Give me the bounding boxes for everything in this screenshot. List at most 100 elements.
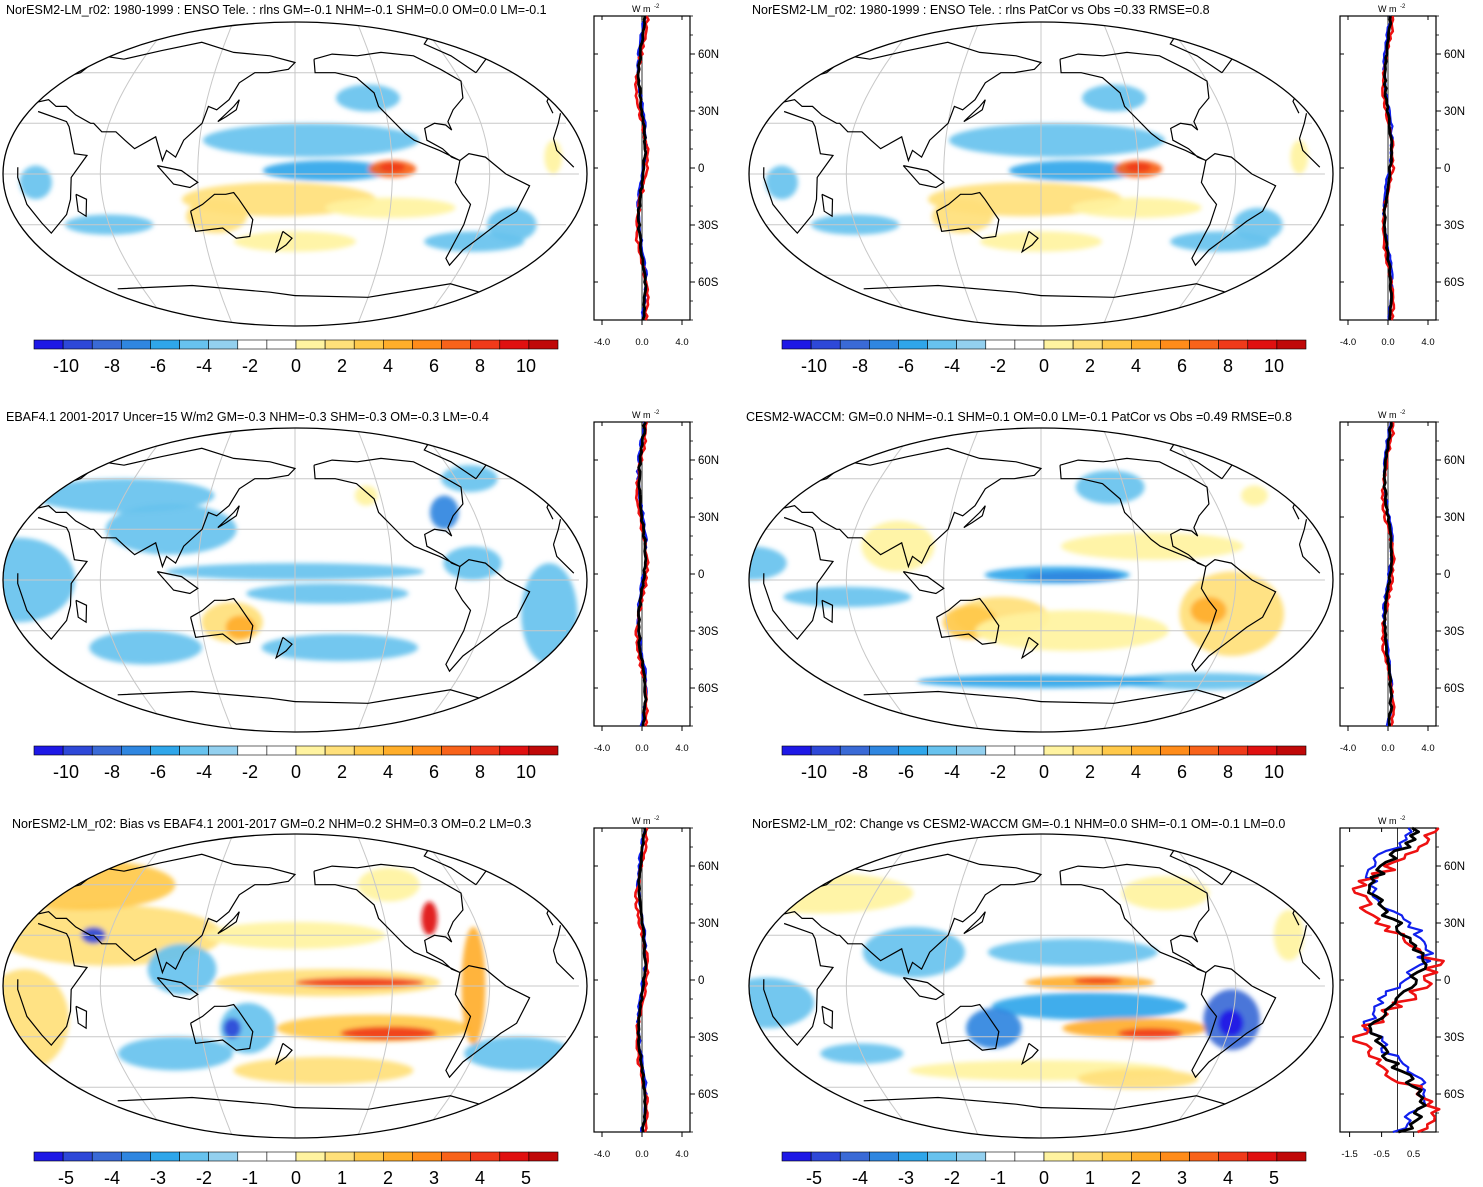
colorbar-tick-label: 4 — [475, 1168, 485, 1187]
colorbar-swatch — [266, 745, 297, 756]
profile-units: W m — [632, 816, 651, 826]
profile-units: W m — [1378, 816, 1397, 826]
longitude-line — [197, 834, 234, 1138]
colorbar-swatch — [528, 1151, 559, 1162]
colorbar-swatch — [1072, 1151, 1103, 1162]
colorbar-tick-label: 0 — [291, 356, 301, 376]
colorbar-swatch — [1189, 1151, 1219, 1162]
colorbar-swatch — [1131, 1151, 1161, 1162]
lat-tick-label: 0 — [1444, 163, 1450, 175]
x-tick-label: 0.5 — [1407, 1149, 1420, 1160]
world-map — [748, 427, 1334, 733]
longitude-line — [845, 834, 918, 1138]
colorbar-tick-label: 10 — [516, 356, 536, 376]
lat-tick-label: 60N — [1444, 49, 1465, 61]
coastline-namerica — [1059, 457, 1210, 568]
colorbar-swatch — [179, 339, 209, 350]
profile-mean-line — [636, 15, 648, 321]
coastline-eurasia — [32, 853, 297, 975]
coastline-australia — [936, 191, 1000, 239]
longitude-line — [356, 22, 393, 326]
lat-tick-label: 30N — [698, 106, 719, 118]
coastline-samerica — [1191, 153, 1277, 267]
coastline-eurasia — [778, 41, 1043, 163]
lat-tick-label: 0 — [1444, 569, 1450, 581]
anomaly-region — [336, 84, 400, 112]
coastline-namerica — [313, 51, 464, 162]
x-tick-label: -4.0 — [594, 1149, 610, 1160]
anomaly-region — [1060, 532, 1244, 560]
anomaly-region — [261, 634, 419, 662]
colorbar-tick-label: -2 — [990, 356, 1006, 376]
colorbar-swatch — [33, 745, 64, 756]
coastline-japan — [963, 911, 986, 935]
colorbar-swatch — [62, 1151, 93, 1162]
colorbar-swatch — [324, 745, 355, 756]
coastline-japan — [963, 99, 986, 123]
longitude-line — [1164, 428, 1237, 732]
colorbar-swatch — [470, 1151, 501, 1162]
colorbar-swatch — [956, 745, 987, 756]
coastline-eurasia — [32, 447, 297, 569]
colorbar-swatch — [295, 1151, 326, 1162]
map-border — [2, 833, 588, 1139]
colorbar-swatch — [985, 1151, 1016, 1162]
coastline-australia — [936, 597, 1000, 645]
coastline-indonesia — [902, 977, 945, 1001]
colorbar-tick-label: 5 — [521, 1168, 531, 1187]
x-tick-label: 0.0 — [635, 337, 648, 348]
colorbar-tick-label: 4 — [383, 762, 393, 782]
lat-tick-label: 30N — [1444, 918, 1465, 930]
anomaly-region — [1082, 84, 1146, 112]
anomaly-region — [429, 495, 459, 530]
colorbar-swatch — [208, 339, 239, 350]
longitude-line — [1102, 834, 1139, 1138]
colorbar: -5 -4 -3 -2 -1 0 1 2 3 4 5 — [781, 1151, 1307, 1187]
longitude-line — [943, 834, 980, 1138]
anomaly-region — [464, 1036, 574, 1071]
x-tick-label: -1.5 — [1341, 1149, 1357, 1160]
panel-title: NorESM2-LM_r02: Bias vs EBAF4.1 2001-201… — [12, 817, 532, 831]
anomaly-region — [1121, 876, 1210, 910]
colorbar-tick-label: 1 — [1085, 1168, 1095, 1187]
colorbar-swatch — [810, 745, 841, 756]
profile-units-exponent: -2 — [654, 410, 660, 416]
coastline-eurasia — [32, 41, 297, 163]
colorbar-swatch — [985, 339, 1016, 350]
colorbar-tick-label: 2 — [1085, 762, 1095, 782]
profile-frame — [1339, 827, 1437, 1133]
coastline-newzealand — [1020, 1042, 1039, 1066]
anomaly-region — [749, 977, 815, 1029]
colorbar-swatch — [412, 339, 442, 350]
map-border — [748, 427, 1334, 733]
colorbar-swatch — [208, 745, 239, 756]
x-tick-label: 0.0 — [1381, 743, 1394, 754]
colorbar-swatch — [1218, 745, 1249, 756]
longitude-line — [1164, 22, 1237, 326]
anomaly-region — [220, 1002, 276, 1054]
colorbar-swatch — [898, 339, 928, 350]
colorbar-tick-label: 4 — [1131, 356, 1141, 376]
lat-tick-label: 30S — [698, 1032, 719, 1044]
colorbar-swatch — [1276, 339, 1307, 350]
colorbar-swatch — [383, 1151, 413, 1162]
coastline-japan — [217, 911, 240, 935]
colorbar-tick-label: -2 — [944, 1168, 960, 1187]
colorbar-swatch — [499, 1151, 530, 1162]
colorbar-swatch — [898, 1151, 928, 1162]
coastline-antarctica — [1040, 283, 1238, 298]
longitude-line — [99, 834, 172, 1138]
colorbar-swatch — [1101, 1151, 1132, 1162]
coastlines — [763, 34, 1321, 298]
anomaly-region — [147, 943, 217, 995]
zonal-profile: W m -2 60N 30N 0 30S 60S -4.0 0.0 4.0 — [1339, 410, 1465, 754]
colorbar-tick-label: -2 — [990, 762, 1006, 782]
colorbar-tick-label: 10 — [1264, 356, 1284, 376]
longitude-line — [1102, 428, 1139, 732]
anomaly-region — [1077, 1068, 1199, 1090]
colorbar-swatch — [1014, 745, 1045, 756]
colorbar: -10 -8 -6 -4 -2 0 2 4 6 8 10 — [33, 745, 559, 782]
coastline-namerica — [1059, 863, 1210, 974]
colorbar-swatch — [528, 745, 559, 756]
coastline-madagascar — [821, 599, 834, 624]
